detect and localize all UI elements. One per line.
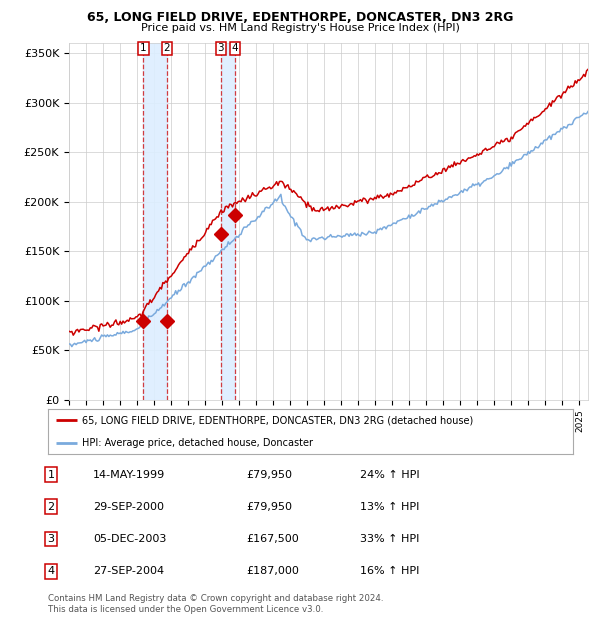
Text: 27-SEP-2004: 27-SEP-2004 (93, 566, 164, 576)
Text: 14-MAY-1999: 14-MAY-1999 (93, 469, 165, 479)
Text: 16% ↑ HPI: 16% ↑ HPI (360, 566, 419, 576)
Text: 1: 1 (140, 43, 146, 53)
Text: This data is licensed under the Open Government Licence v3.0.: This data is licensed under the Open Gov… (48, 604, 323, 614)
Text: 2: 2 (47, 502, 55, 512)
Text: 3: 3 (47, 534, 55, 544)
Text: Price paid vs. HM Land Registry's House Price Index (HPI): Price paid vs. HM Land Registry's House … (140, 23, 460, 33)
Text: £79,950: £79,950 (246, 469, 292, 479)
Text: 33% ↑ HPI: 33% ↑ HPI (360, 534, 419, 544)
Text: 65, LONG FIELD DRIVE, EDENTHORPE, DONCASTER, DN3 2RG (detached house): 65, LONG FIELD DRIVE, EDENTHORPE, DONCAS… (82, 415, 473, 425)
Text: 3: 3 (218, 43, 224, 53)
Text: 13% ↑ HPI: 13% ↑ HPI (360, 502, 419, 512)
Text: £167,500: £167,500 (246, 534, 299, 544)
Text: 1: 1 (47, 469, 55, 479)
Text: 29-SEP-2000: 29-SEP-2000 (93, 502, 164, 512)
Text: HPI: Average price, detached house, Doncaster: HPI: Average price, detached house, Donc… (82, 438, 313, 448)
Text: 24% ↑ HPI: 24% ↑ HPI (360, 469, 419, 479)
Text: 4: 4 (232, 43, 238, 53)
Text: £187,000: £187,000 (246, 566, 299, 576)
Text: Contains HM Land Registry data © Crown copyright and database right 2024.: Contains HM Land Registry data © Crown c… (48, 593, 383, 603)
Bar (143, 43, 167, 400)
Text: 2: 2 (164, 43, 170, 53)
Bar (221, 43, 235, 400)
Text: 65, LONG FIELD DRIVE, EDENTHORPE, DONCASTER, DN3 2RG: 65, LONG FIELD DRIVE, EDENTHORPE, DONCAS… (87, 11, 513, 24)
Text: 05-DEC-2003: 05-DEC-2003 (93, 534, 166, 544)
Text: 4: 4 (47, 566, 55, 576)
Text: £79,950: £79,950 (246, 502, 292, 512)
